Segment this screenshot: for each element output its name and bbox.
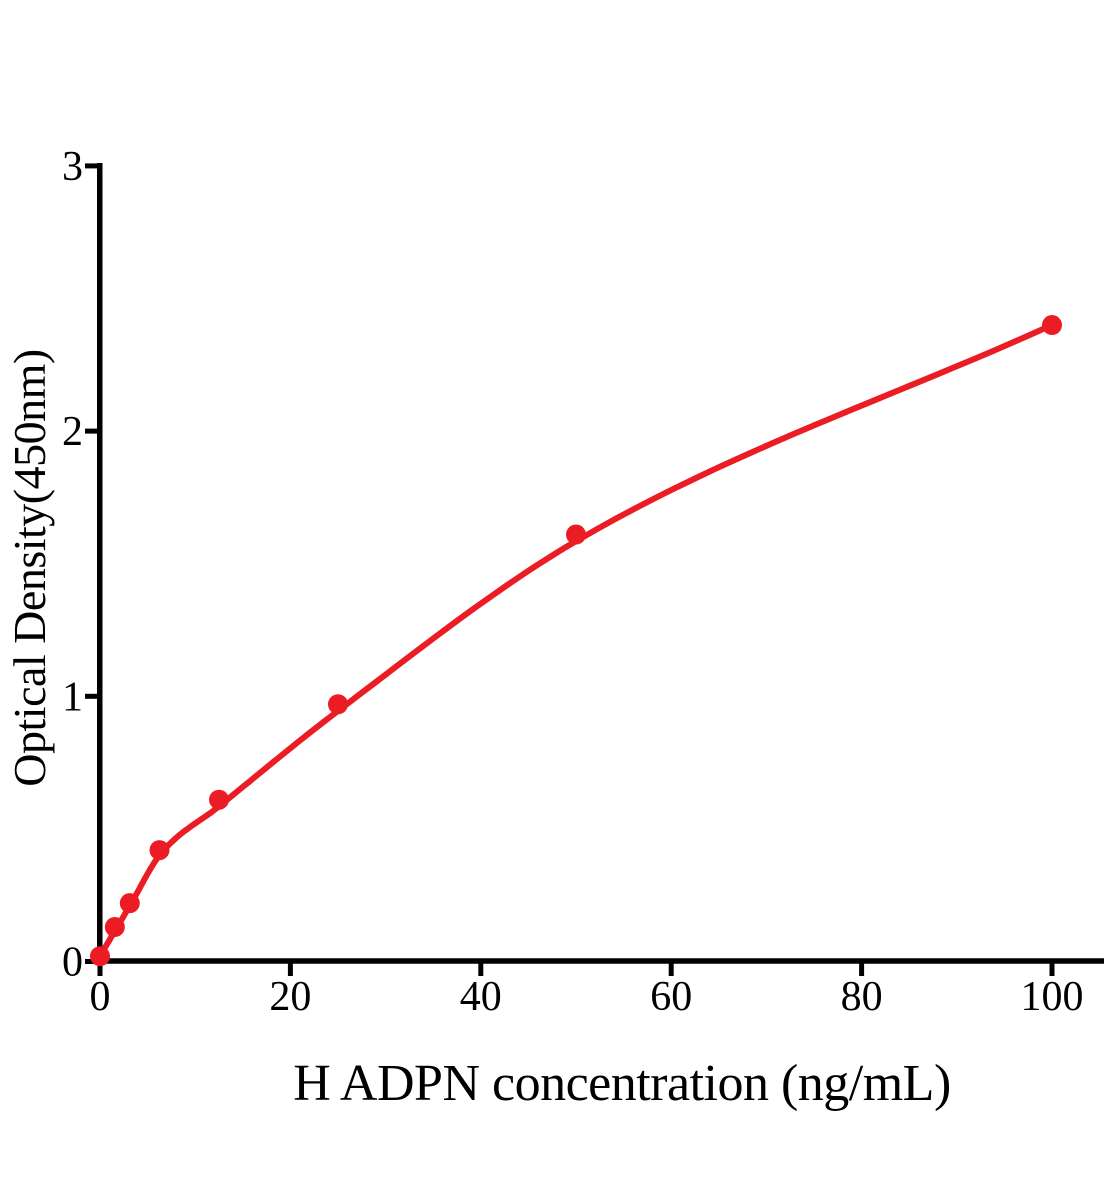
x-tick-label: 0 xyxy=(90,974,111,1020)
x-tick-label: 100 xyxy=(1021,974,1084,1020)
y-tick-label: 0 xyxy=(62,940,83,986)
data-point xyxy=(149,840,170,861)
fit-curve xyxy=(97,322,1055,960)
x-tick-label: 20 xyxy=(269,974,311,1020)
data-point xyxy=(209,789,229,810)
x-tick-label: 40 xyxy=(460,974,502,1020)
data-point xyxy=(566,524,586,545)
data-point xyxy=(328,694,348,715)
data-point xyxy=(1042,315,1062,336)
y-tick-label: 2 xyxy=(62,409,83,455)
y-tick-label: 1 xyxy=(62,674,83,720)
y-tick-label: 3 xyxy=(62,144,83,190)
data-point xyxy=(119,893,140,914)
y-axis-title: Optical Density(450nm) xyxy=(4,349,55,787)
x-axis-title: H ADPN concentration (ng/mL) xyxy=(293,1055,951,1112)
data-point xyxy=(90,946,110,967)
data-point xyxy=(104,917,125,938)
x-tick-label: 80 xyxy=(841,974,883,1020)
x-tick-label: 60 xyxy=(650,974,692,1020)
